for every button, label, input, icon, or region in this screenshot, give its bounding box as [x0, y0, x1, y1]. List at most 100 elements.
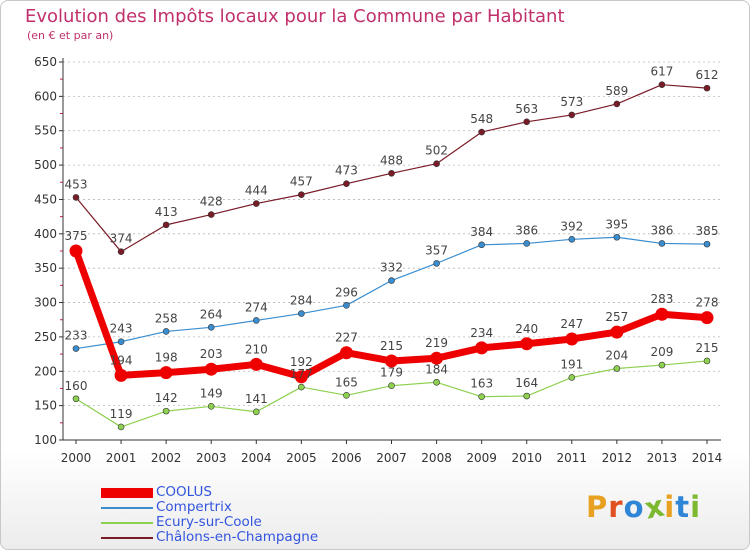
data-label: 357 — [425, 243, 448, 257]
legend-label: COOLUS — [156, 484, 212, 500]
data-point — [298, 310, 305, 317]
x-tick-label: 2007 — [376, 451, 407, 465]
data-label: 149 — [200, 386, 223, 400]
logo-letter: i — [664, 490, 676, 524]
x-tick-label: 2004 — [241, 451, 272, 465]
data-label: 219 — [425, 336, 448, 350]
data-point — [298, 191, 305, 198]
data-point — [433, 160, 440, 168]
data-label: 215 — [380, 339, 403, 353]
data-label: 264 — [200, 307, 223, 321]
data-point — [523, 240, 531, 247]
data-point — [388, 382, 395, 390]
chart-title: Evolution des Impôts locaux pour la Comm… — [25, 6, 565, 27]
data-label: 203 — [200, 347, 223, 361]
data-label: 243 — [110, 322, 133, 336]
data-point — [162, 328, 170, 335]
data-point — [117, 248, 125, 255]
data-point — [523, 118, 531, 126]
data-label: 247 — [560, 317, 583, 331]
data-point — [520, 337, 534, 351]
y-tick-label: 550 — [34, 124, 57, 138]
data-label: 413 — [155, 205, 178, 219]
data-point — [703, 240, 711, 248]
data-point — [114, 368, 128, 382]
data-point — [430, 351, 444, 365]
legend-swatch — [101, 488, 153, 498]
legend-item: Ecury-sur-Coole — [101, 514, 361, 531]
data-label: 386 — [650, 223, 673, 237]
data-label: 589 — [605, 84, 628, 98]
data-label: 240 — [515, 322, 538, 336]
data-point — [568, 111, 576, 119]
data-label: 384 — [470, 225, 493, 239]
data-label: 192 — [290, 355, 313, 369]
data-point — [162, 221, 170, 229]
y-tick-label: 350 — [34, 261, 57, 275]
data-point — [658, 361, 666, 369]
data-point — [475, 341, 489, 355]
y-tick-label: 100 — [34, 433, 57, 447]
data-point — [69, 244, 83, 258]
data-label: 184 — [425, 362, 448, 376]
data-label: 204 — [605, 349, 628, 363]
data-point — [117, 338, 125, 346]
data-label: 548 — [470, 112, 493, 126]
data-label: 234 — [470, 326, 493, 340]
x-tick-label: 2014 — [692, 451, 723, 465]
data-point — [162, 407, 170, 415]
data-point — [478, 128, 485, 136]
data-label: 142 — [155, 391, 178, 405]
y-tick-label: 500 — [34, 158, 57, 172]
data-point — [433, 378, 440, 386]
data-point — [343, 180, 350, 187]
x-tick-label: 2003 — [196, 451, 227, 465]
data-label: 210 — [245, 342, 268, 356]
data-point — [252, 317, 260, 324]
data-point — [613, 365, 621, 372]
data-point — [703, 84, 711, 92]
data-label: 473 — [335, 164, 358, 178]
data-label: 177 — [290, 367, 313, 381]
data-label: 375 — [65, 229, 88, 243]
data-label: 457 — [290, 175, 313, 189]
data-label: 160 — [65, 379, 88, 393]
data-point — [478, 393, 485, 401]
legend-swatch — [101, 507, 153, 509]
y-tick-label: 400 — [34, 227, 57, 241]
data-point — [658, 240, 666, 247]
x-tick-label: 2005 — [286, 451, 317, 465]
x-tick-label: 2001 — [106, 451, 137, 465]
data-label: 179 — [380, 366, 403, 380]
data-point — [339, 346, 353, 360]
logo-letter: t — [675, 490, 691, 524]
data-label: 284 — [290, 294, 313, 308]
data-point — [658, 81, 666, 88]
data-label: 163 — [470, 377, 493, 391]
data-point — [388, 170, 395, 177]
legend-item: Châlons-en-Champagne — [101, 529, 361, 546]
logo-letter: o — [623, 490, 645, 524]
data-label: 612 — [696, 68, 719, 82]
data-label: 385 — [696, 224, 719, 238]
data-label: 453 — [65, 177, 88, 191]
legend-label: Ecury-sur-Coole — [156, 514, 262, 530]
data-point — [159, 366, 173, 380]
x-tick-label: 2006 — [331, 451, 362, 465]
logo-letter: i — [690, 490, 702, 524]
data-label: 215 — [696, 341, 719, 355]
data-point — [568, 374, 576, 381]
x-tick-label: 2000 — [61, 451, 92, 465]
legend-item: Compertrix — [101, 499, 361, 516]
data-label: 227 — [335, 331, 358, 345]
y-tick-label: 300 — [34, 296, 57, 310]
data-point — [294, 370, 308, 384]
data-label: 617 — [650, 65, 673, 79]
legend-swatch — [101, 522, 153, 524]
data-point — [523, 392, 531, 400]
x-tick-label: 2002 — [151, 451, 182, 465]
logo-letter: r — [608, 490, 624, 524]
x-tick-label: 2011 — [557, 451, 588, 465]
data-point — [613, 100, 621, 108]
